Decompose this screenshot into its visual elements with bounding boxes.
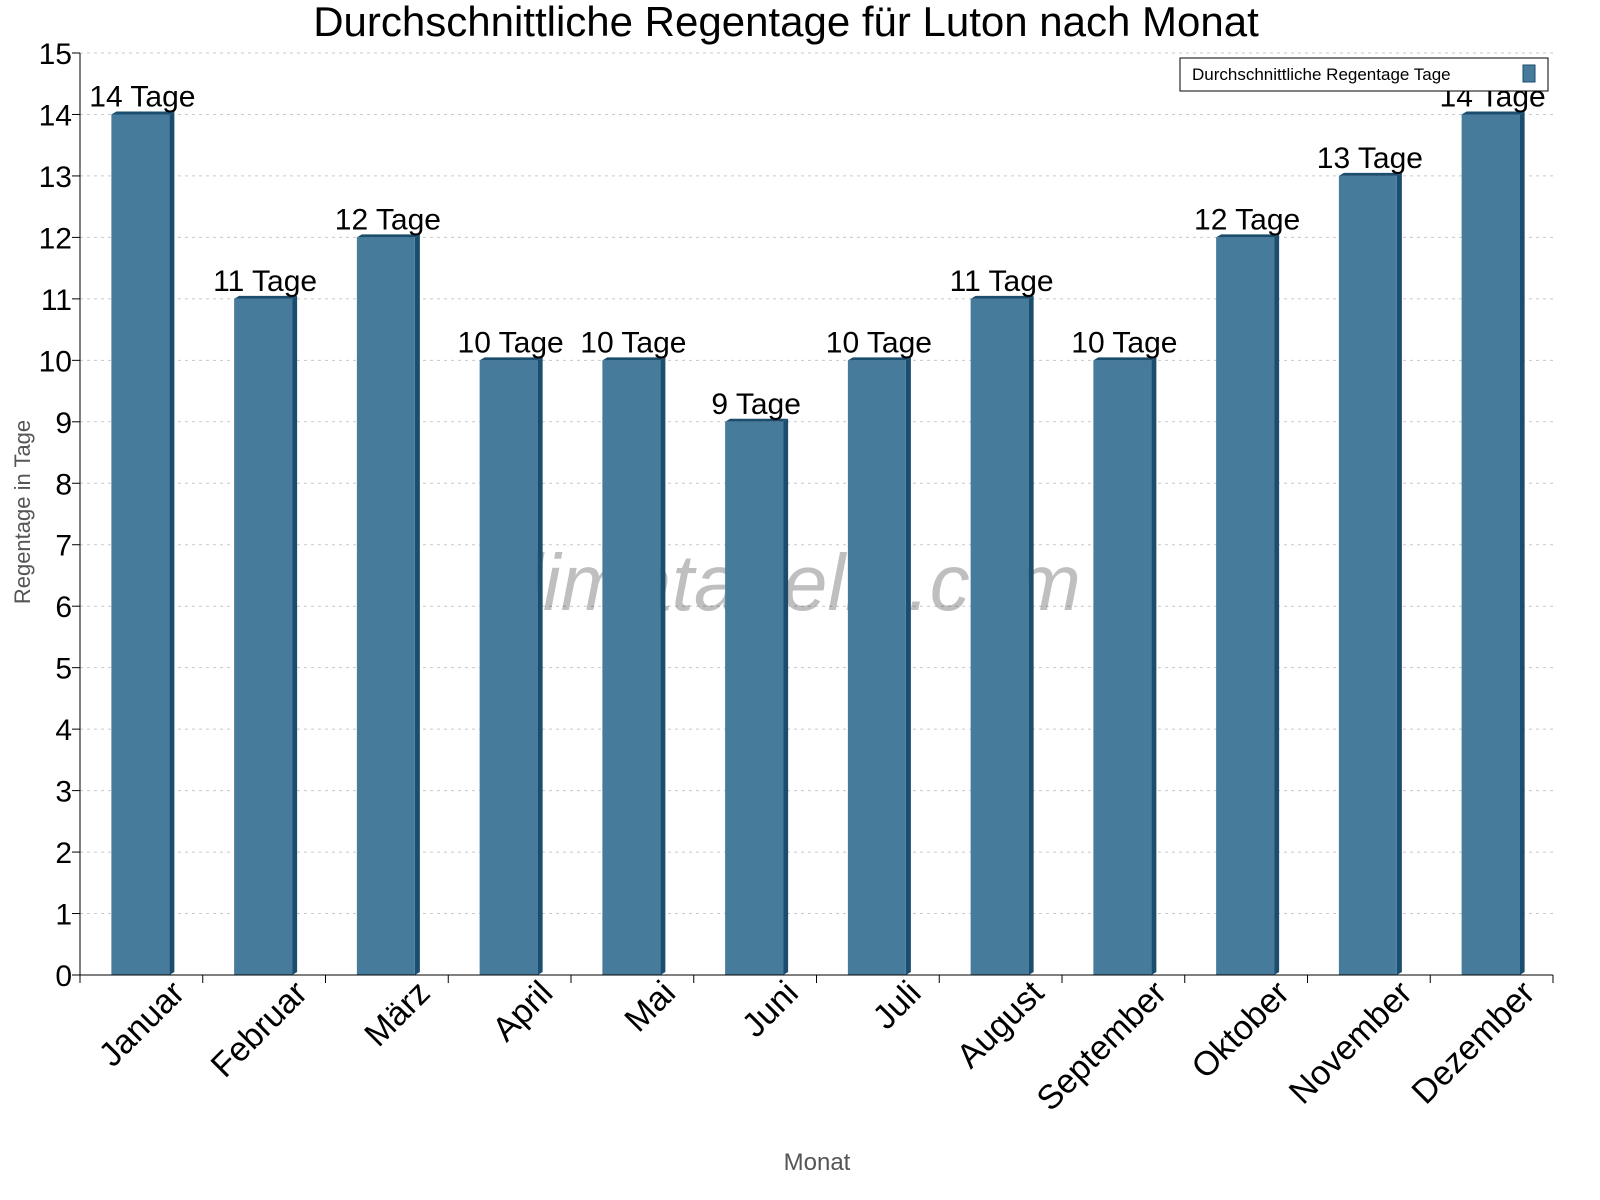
bar-top — [602, 357, 666, 361]
x-tick-label: April — [485, 974, 560, 1049]
data-label: 11 Tage — [213, 265, 317, 298]
bar — [1216, 237, 1275, 975]
data-label: 12 Tage — [1194, 203, 1300, 236]
x-tick-label: Februar — [204, 974, 315, 1085]
bar-side — [537, 357, 543, 975]
bar-side — [1519, 111, 1525, 975]
bar — [234, 298, 293, 975]
bars: 14 Tage 11 Tage 12 Tage 10 Tage 10 Tage 9 Tag… — [89, 80, 1546, 975]
bar-group: 10 Tage — [580, 326, 686, 975]
data-label: 11 Tage — [950, 265, 1054, 298]
bar-top — [847, 357, 911, 361]
y-tick-label: 0 — [55, 960, 72, 993]
bar-group: 12 Tage — [1194, 203, 1300, 975]
bar-group: 10 Tage — [826, 326, 932, 975]
y-tick-label: 10 — [39, 345, 72, 378]
bar-top — [479, 357, 543, 361]
bar-side — [1274, 234, 1280, 975]
bar-side — [414, 234, 420, 975]
bar-top — [1461, 111, 1525, 115]
y-tick-label: 13 — [39, 161, 72, 194]
bar-top — [356, 234, 420, 238]
bar — [847, 360, 906, 975]
bar-side — [169, 111, 175, 975]
data-label: 9 Tage — [711, 388, 801, 421]
y-tick-label: 15 — [39, 38, 72, 71]
bar — [111, 114, 170, 975]
y-axis-label: Regentage in Tage — [10, 420, 35, 604]
y-tick-label: 11 — [41, 284, 72, 317]
y-tick-label: 14 — [39, 99, 72, 132]
data-label: 10 Tage — [826, 326, 932, 359]
bar-side — [905, 357, 911, 975]
y-tick-label: 6 — [55, 591, 72, 624]
bar-side — [1396, 172, 1402, 975]
x-axis-label: Monat — [784, 1149, 851, 1176]
bar — [1461, 114, 1520, 975]
bar — [356, 237, 415, 975]
bar — [479, 360, 538, 975]
bar — [725, 421, 784, 975]
bar-group: 9 Tage — [711, 388, 801, 975]
bar-top — [1338, 172, 1402, 176]
bar-group: 11 Tage — [950, 265, 1054, 975]
data-label: 12 Tage — [335, 203, 441, 236]
x-tick-label: September — [1030, 974, 1174, 1118]
bar-top — [970, 295, 1034, 299]
legend-label: Durchschnittliche Regentage Tage — [1192, 65, 1451, 84]
bar-top — [1216, 234, 1280, 238]
bar-group: 12 Tage — [335, 203, 441, 975]
chart-title: Durchschnittliche Regentage für Luton na… — [313, 0, 1259, 45]
bar-side — [1151, 357, 1157, 975]
bar-group: 10 Tage — [458, 326, 564, 975]
x-tick-label: Juni — [735, 974, 806, 1045]
legend-swatch — [1522, 64, 1536, 83]
bar-group: 13 Tage — [1317, 142, 1423, 975]
grid-lines — [80, 52, 1553, 915]
data-label: 14 Tage — [89, 80, 195, 113]
bar-group: 11 Tage — [213, 265, 317, 975]
bar-group: 14 Tage — [89, 80, 195, 975]
x-tick-label: Januar — [92, 974, 192, 1074]
y-tick-label: 2 — [55, 837, 72, 870]
x-tick-label: August — [950, 973, 1052, 1075]
x-tick-label: Juli — [866, 974, 929, 1037]
x-tick-label: Dezember — [1405, 974, 1543, 1112]
data-label: 10 Tage — [458, 326, 564, 359]
bar-side — [1028, 295, 1034, 975]
legend: Durchschnittliche Regentage Tage — [1179, 57, 1549, 92]
bar-side — [660, 357, 666, 975]
data-label: 10 Tage — [580, 326, 686, 359]
bar-side — [783, 418, 789, 975]
y-tick-label: 7 — [55, 530, 72, 563]
data-label: 13 Tage — [1317, 142, 1423, 175]
y-tick-label: 4 — [55, 714, 72, 747]
x-tick-label: Mai — [617, 974, 683, 1040]
bar-top — [111, 111, 175, 115]
bar-top — [1093, 357, 1157, 361]
bar — [602, 360, 661, 975]
x-tick-label: Oktober — [1184, 974, 1296, 1086]
bar — [1338, 175, 1397, 975]
legend-box — [1179, 57, 1549, 92]
data-label: 10 Tage — [1071, 326, 1177, 359]
y-tick-label: 5 — [55, 653, 72, 686]
y-tick-label: 12 — [39, 222, 72, 255]
bar — [970, 298, 1029, 975]
bar-side — [292, 295, 298, 975]
bar-top — [725, 418, 789, 422]
bar — [1093, 360, 1152, 975]
y-tick-label: 1 — [55, 899, 72, 932]
bar-group: 10 Tage — [1071, 326, 1177, 975]
y-tick-label: 3 — [55, 776, 72, 809]
x-tick-label: November — [1282, 974, 1420, 1112]
x-tick-label: März — [357, 974, 437, 1054]
bar-group: 14 Tage — [1440, 80, 1546, 975]
y-tick-label: 9 — [55, 407, 72, 440]
y-tick-label: 8 — [55, 468, 72, 501]
bar-top — [234, 295, 298, 299]
